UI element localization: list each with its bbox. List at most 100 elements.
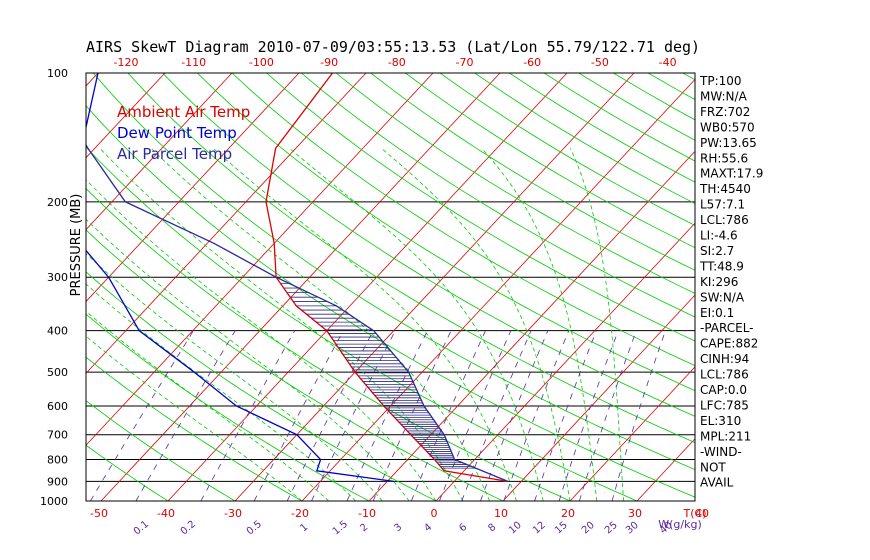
stat-line: NOT: [700, 460, 726, 474]
mixing-ratio-tick-label: 0.5: [245, 519, 264, 538]
bottom-temp-tick-label: 30: [628, 507, 642, 520]
mixing-ratio-line: [90, 330, 194, 501]
bottom-temp-tick-label: -20: [291, 507, 309, 520]
isotherm-line: [435, 222, 695, 501]
bottom-temp-tick-label: -30: [224, 507, 242, 520]
bottom-temp-tick-label: 0: [431, 507, 438, 520]
dry-adiabat: [787, 73, 870, 501]
stat-line: LCL:786: [700, 368, 749, 382]
mixing-ratio-tick-label: 6: [457, 522, 469, 535]
mixing-ratio-tick-label: 3: [392, 522, 404, 535]
mixing-ratio-line: [372, 330, 452, 501]
top-temp-tick-label: -120: [114, 56, 139, 69]
isotherm-line: [771, 73, 870, 501]
moist-adiabat: [381, 148, 571, 501]
pressure-tick-label: 300: [47, 271, 68, 284]
legend-entry: Air Parcel Temp: [117, 145, 232, 163]
pressure-tick-label: 100: [47, 67, 68, 80]
profile-air-parcel-temp: [86, 143, 509, 483]
mixing-ratio-tick-label: 0.1: [132, 519, 151, 538]
stat-line: MW:N/A: [700, 89, 748, 103]
stat-line: CAPE:882: [700, 337, 758, 351]
moist-adiabat: [86, 310, 330, 501]
moist-adiabat: [86, 335, 303, 501]
moist-adiabat: [86, 283, 356, 501]
pressure-tick-label: 500: [47, 366, 68, 379]
moist-adiabat: [86, 218, 410, 501]
plot-frame: [85, 72, 696, 502]
stat-line: CAP:0.0: [700, 383, 747, 397]
isotherm-line: [569, 366, 695, 501]
moist-adiabat: [570, 148, 624, 501]
top-temp-tick-label: -80: [388, 56, 406, 69]
profile-ambient-air-temp: [265, 73, 509, 483]
isotherm-line: [86, 73, 367, 374]
mixing-ratio-line: [346, 330, 428, 501]
stat-line: LCL:786: [700, 213, 749, 227]
stat-line: CINH:94: [700, 352, 749, 366]
bottom-temp-tick-label: -10: [358, 507, 376, 520]
stat-line: MAXT:17.9: [700, 167, 763, 181]
isotherm-line: [167, 73, 568, 501]
pressure-tick-label: 200: [47, 196, 68, 209]
isotherm-line: [0, 73, 31, 501]
dry-adiabat: [301, 73, 695, 318]
isotherm-line: [86, 73, 166, 159]
isotherm-line: [234, 73, 635, 501]
mixing-ratio-line: [135, 330, 236, 501]
profile-dew-point-temp: [86, 73, 395, 483]
moist-adiabat: [86, 179, 437, 501]
dry-adiabat: [335, 73, 695, 294]
stat-line: TH:4540: [699, 182, 751, 196]
dry-adiabat: [86, 271, 437, 501]
bottom-temp-tick-label: 10: [494, 507, 508, 520]
stat-line: LFC:785: [700, 398, 749, 412]
stat-line: AVAIL: [700, 476, 734, 490]
isotherm-line: [86, 73, 434, 446]
stat-line: L57:7.1: [700, 198, 745, 212]
stat-line: WB0:570: [700, 120, 755, 134]
mixing-ratio-tick-label: 8: [486, 522, 498, 535]
pressure-tick-label: 1000: [40, 495, 68, 508]
dry-adiabat: [86, 146, 638, 501]
pressure-tick-label: 900: [47, 475, 68, 488]
stat-line: FRZ:702: [700, 105, 750, 119]
moist-adiabat: [213, 148, 517, 501]
legend-entry: Dew Point Temp: [117, 124, 237, 142]
isotherm-line: [86, 73, 300, 303]
mixing-ratio-tick-label: 1.5: [331, 519, 350, 538]
isotherm-line: [301, 78, 695, 501]
isotherm-line: [100, 73, 501, 501]
stat-line: MPL:211: [700, 429, 751, 443]
top-temp-tick-label: -60: [523, 56, 541, 69]
series-layer: [86, 73, 509, 483]
dry-adiabat: [474, 73, 695, 204]
dry-adiabat: [439, 73, 695, 226]
stat-line: EL:310: [700, 414, 741, 428]
moist-adiabat: [86, 253, 383, 501]
grid-layer: [0, 73, 870, 501]
mixing-ratio-line: [611, 330, 666, 501]
dry-adiabat: [162, 73, 695, 417]
dry-adiabat: [370, 73, 695, 271]
mixing-ratio-axis-label: W(g/kg): [658, 518, 702, 531]
x-axis-label: T(C): [683, 507, 707, 520]
mixing-ratio-line: [200, 330, 296, 501]
mixing-ratio-tick-label: 10: [507, 520, 524, 537]
pressure-tick-label: 800: [47, 454, 68, 467]
dry-adiabat: [197, 73, 695, 392]
top-temp-tick-label: -100: [249, 56, 274, 69]
dry-adiabat: [127, 73, 695, 444]
legend: Ambient Air Temp Dew Point Temp Air Parcel…: [117, 103, 250, 163]
moist-adiabat: [99, 148, 464, 501]
mixing-ratio-line: [579, 330, 637, 501]
mixing-ratio-tick-label: 12: [531, 520, 548, 537]
pressure-tick-label: 700: [47, 429, 68, 442]
stat-line: TT:48.9: [699, 259, 744, 273]
dry-adiabat: [86, 313, 370, 501]
bottom-temp-tick-label: 40: [695, 507, 709, 520]
mixing-ratio-tick-label: 15: [553, 520, 570, 537]
bottom-temp-tick-label: -50: [90, 507, 108, 520]
mixing-ratio-tick-label: 4: [422, 522, 434, 535]
